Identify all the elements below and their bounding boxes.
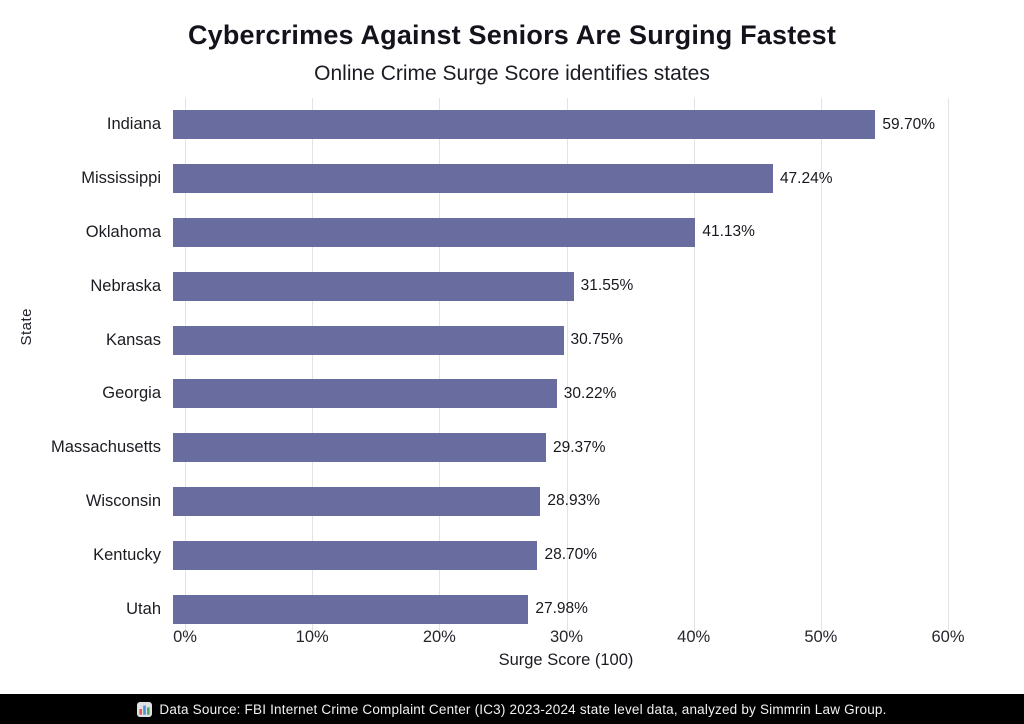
- table-row: Kentucky 28.70%: [0, 528, 1024, 582]
- bar-track: 29.37%: [173, 433, 935, 463]
- category-label: Georgia: [102, 384, 161, 403]
- gridline: [948, 98, 949, 636]
- bar: [173, 271, 574, 301]
- table-row: Georgia 30.22%: [0, 367, 1024, 421]
- x-tick-label: 40%: [677, 628, 711, 646]
- category-label: Oklahoma: [85, 222, 161, 241]
- x-tick-label: 50%: [804, 628, 838, 646]
- category-label: Nebraska: [90, 276, 161, 295]
- bar-track: 30.22%: [173, 379, 935, 409]
- x-tick-label: 0%: [173, 628, 197, 646]
- bar: [173, 379, 557, 409]
- gridlines: [185, 98, 949, 636]
- bar-track: 27.98%: [173, 594, 935, 624]
- bar-track: 41.13%: [173, 217, 935, 247]
- category-label: Mississippi: [81, 169, 161, 188]
- bar-value-label: 41.13%: [702, 223, 755, 241]
- x-tick-label: 20%: [422, 628, 456, 646]
- bar-chart-icon: [137, 701, 153, 717]
- bar-value-label: 59.70%: [882, 115, 935, 133]
- chart-subtitle: Online Crime Surge Score identifies stat…: [314, 62, 710, 85]
- bar-track: 28.93%: [173, 486, 935, 516]
- bar: [173, 540, 538, 570]
- category-label: Wisconsin: [85, 491, 161, 510]
- footer-text: Data Source: FBI Internet Crime Complain…: [159, 701, 887, 717]
- table-row: Utah 27.98%: [0, 582, 1024, 636]
- bar-value-label: 30.75%: [570, 331, 624, 349]
- chart-title: Cybercrimes Against Seniors Are Surging …: [187, 20, 837, 50]
- table-row: Nebraska 31.55%: [0, 259, 1024, 313]
- x-axis-ticks: 0% 10% 20% 30% 40% 50% 60%: [173, 628, 964, 650]
- x-tick-label: 10%: [295, 628, 329, 646]
- bar: [173, 486, 541, 516]
- gridline: [566, 98, 568, 636]
- bar-track: 28.70%: [173, 540, 935, 570]
- category-label: Kentucky: [93, 545, 161, 564]
- table-row: Oklahoma 41.13%: [0, 206, 1024, 260]
- gridline: [820, 98, 822, 636]
- x-tick-label: 30%: [549, 628, 584, 646]
- category-label: Indiana: [106, 115, 161, 134]
- bar: [173, 110, 876, 140]
- bar: [173, 217, 696, 247]
- table-row: Kansas 30.75%: [0, 313, 1024, 367]
- bar-track: 31.55%: [173, 271, 935, 301]
- bar-track: 30.75%: [173, 325, 935, 355]
- category-label: Kansas: [105, 330, 161, 349]
- x-tick-label: 60%: [931, 628, 965, 646]
- gridline: [693, 98, 695, 636]
- gridline: [185, 98, 186, 636]
- gridline: [312, 98, 314, 636]
- bar-value-label: 27.98%: [535, 600, 588, 618]
- bar-value-label: 28.93%: [547, 492, 600, 510]
- bar-value-label: 28.70%: [544, 546, 598, 564]
- bar-value-label: 31.55%: [580, 277, 634, 295]
- bar-track: 59.70%: [173, 110, 935, 140]
- bar-value-label: 29.37%: [552, 438, 606, 456]
- table-row: Massachusetts 29.37%: [0, 421, 1024, 475]
- bar-track: 47.24%: [173, 164, 935, 194]
- bar-rows: Indiana 59.70% Mississippi 47.24% Oklaho…: [0, 98, 1024, 636]
- bar-value-label: 30.22%: [563, 384, 617, 402]
- category-label: Massachusetts: [50, 438, 161, 457]
- footer-bar: Data Source: FBI Internet Crime Complain…: [0, 694, 1024, 724]
- table-row: Indiana 59.70%: [0, 98, 1024, 152]
- table-row: Mississippi 47.24%: [0, 152, 1024, 206]
- bar: [173, 433, 546, 463]
- bar: [173, 594, 529, 624]
- bar: [173, 325, 564, 355]
- bar: [173, 164, 773, 194]
- gridline: [439, 98, 441, 636]
- category-label: Utah: [126, 599, 161, 618]
- x-axis-title: Surge Score (100): [498, 651, 634, 669]
- bar-value-label: 47.24%: [779, 169, 833, 187]
- table-row: Wisconsin 28.93%: [0, 475, 1024, 529]
